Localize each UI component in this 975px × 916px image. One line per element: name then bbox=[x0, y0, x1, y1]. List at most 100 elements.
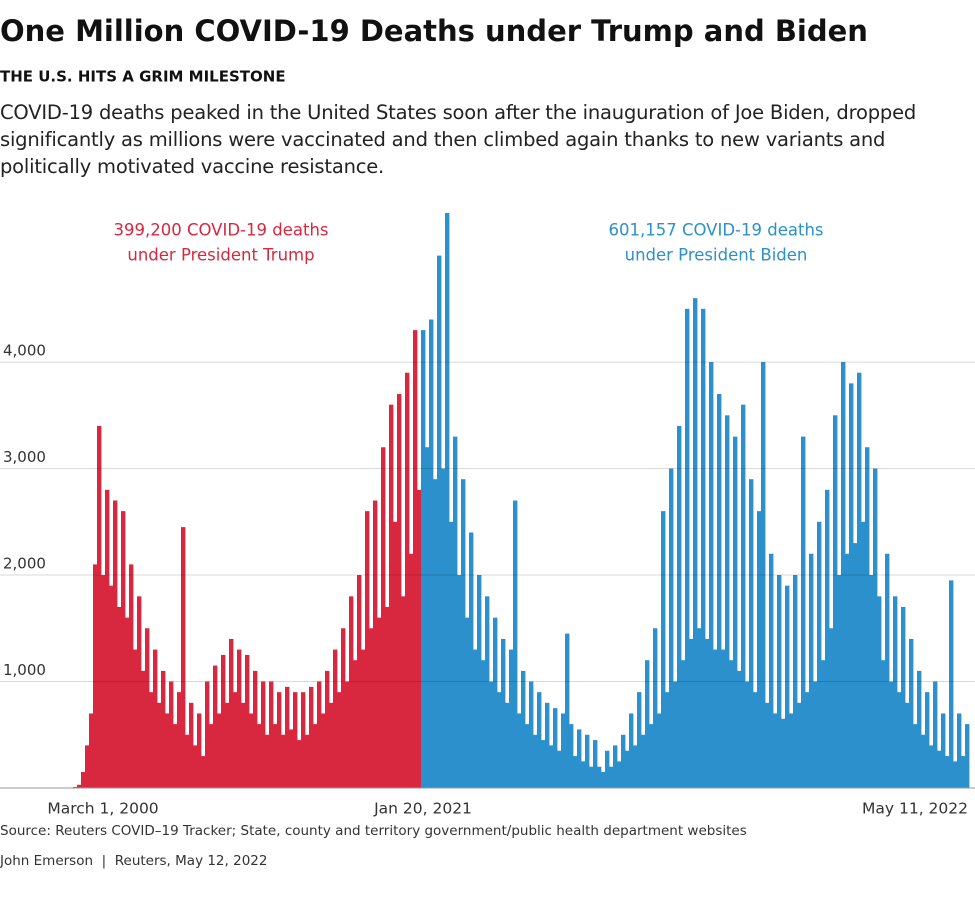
bar bbox=[625, 750, 630, 788]
bar bbox=[653, 628, 658, 788]
bar bbox=[121, 511, 126, 788]
bar bbox=[749, 479, 754, 788]
bar bbox=[413, 330, 418, 788]
bar bbox=[621, 734, 626, 788]
bar bbox=[353, 660, 358, 788]
bar bbox=[249, 713, 254, 788]
bar bbox=[533, 734, 538, 788]
bar bbox=[309, 686, 314, 788]
bar bbox=[869, 575, 874, 788]
y-tick-label: 3,000 bbox=[3, 448, 46, 466]
bar bbox=[701, 308, 706, 788]
bar bbox=[325, 670, 330, 788]
bar bbox=[901, 606, 906, 788]
bar bbox=[925, 692, 930, 788]
bar bbox=[129, 564, 134, 788]
bar bbox=[437, 255, 442, 788]
bar bbox=[473, 649, 478, 788]
bar bbox=[261, 681, 266, 788]
bar bbox=[421, 330, 426, 788]
bar bbox=[793, 575, 798, 788]
bar bbox=[909, 638, 914, 788]
bar bbox=[697, 628, 702, 788]
bar bbox=[717, 394, 722, 788]
bar bbox=[461, 479, 466, 788]
bar bbox=[97, 425, 102, 788]
bar bbox=[265, 734, 270, 788]
bar bbox=[305, 734, 310, 788]
bar bbox=[317, 681, 322, 788]
bar bbox=[889, 681, 894, 788]
bar bbox=[593, 740, 598, 788]
bar bbox=[529, 681, 534, 788]
bar bbox=[289, 729, 294, 788]
bar bbox=[645, 660, 650, 788]
bar bbox=[589, 766, 594, 788]
bar bbox=[629, 713, 634, 788]
bar bbox=[281, 734, 286, 788]
bar bbox=[405, 372, 410, 788]
bar bbox=[365, 511, 370, 788]
bar bbox=[785, 585, 790, 788]
bar bbox=[329, 702, 334, 788]
bar bbox=[297, 740, 302, 788]
bar bbox=[273, 724, 278, 788]
bar bbox=[445, 213, 450, 788]
bar bbox=[553, 708, 558, 788]
bar bbox=[961, 756, 966, 788]
bar bbox=[501, 638, 506, 788]
x-tick-label: March 1, 2000 bbox=[47, 800, 158, 818]
bar bbox=[505, 702, 510, 788]
bar bbox=[813, 681, 818, 788]
bar bbox=[397, 394, 402, 788]
bar bbox=[801, 436, 806, 788]
bar bbox=[669, 468, 674, 788]
bar bbox=[165, 713, 170, 788]
bar bbox=[937, 750, 942, 788]
bar bbox=[537, 692, 542, 788]
bar bbox=[825, 489, 830, 788]
bar bbox=[541, 740, 546, 788]
bar bbox=[557, 750, 562, 788]
series-label: 601,157 COVID-19 deaths bbox=[608, 221, 823, 240]
bar bbox=[457, 575, 462, 788]
bar bbox=[137, 596, 142, 788]
bar bbox=[849, 383, 854, 788]
bar bbox=[549, 745, 554, 788]
bar bbox=[765, 702, 770, 788]
bar bbox=[521, 670, 526, 788]
bar bbox=[469, 532, 474, 788]
bar bbox=[769, 553, 774, 788]
bar bbox=[89, 713, 94, 788]
bar bbox=[569, 724, 574, 788]
bar bbox=[341, 628, 346, 788]
bar bbox=[737, 670, 742, 788]
bar bbox=[109, 585, 114, 788]
bar bbox=[465, 617, 470, 788]
bar bbox=[241, 702, 246, 788]
bar bbox=[933, 681, 938, 788]
bar bbox=[777, 575, 782, 788]
bar bbox=[257, 724, 262, 788]
bar bbox=[393, 521, 398, 788]
bar bbox=[313, 724, 318, 788]
bar bbox=[77, 784, 82, 788]
bar bbox=[209, 724, 214, 788]
bar bbox=[497, 692, 502, 788]
bar bbox=[845, 553, 850, 788]
bar bbox=[921, 734, 926, 788]
bar bbox=[213, 665, 218, 788]
bar bbox=[133, 649, 138, 788]
chart-subtitle: THE U.S. HITS A GRIM MILESTONE bbox=[0, 68, 286, 86]
bar bbox=[913, 724, 918, 788]
bar bbox=[425, 447, 430, 788]
bar bbox=[149, 692, 154, 788]
bar bbox=[673, 681, 678, 788]
bar bbox=[125, 617, 130, 788]
bar bbox=[493, 617, 498, 788]
bar bbox=[85, 745, 90, 788]
bar bbox=[449, 521, 454, 788]
bar bbox=[205, 681, 210, 788]
